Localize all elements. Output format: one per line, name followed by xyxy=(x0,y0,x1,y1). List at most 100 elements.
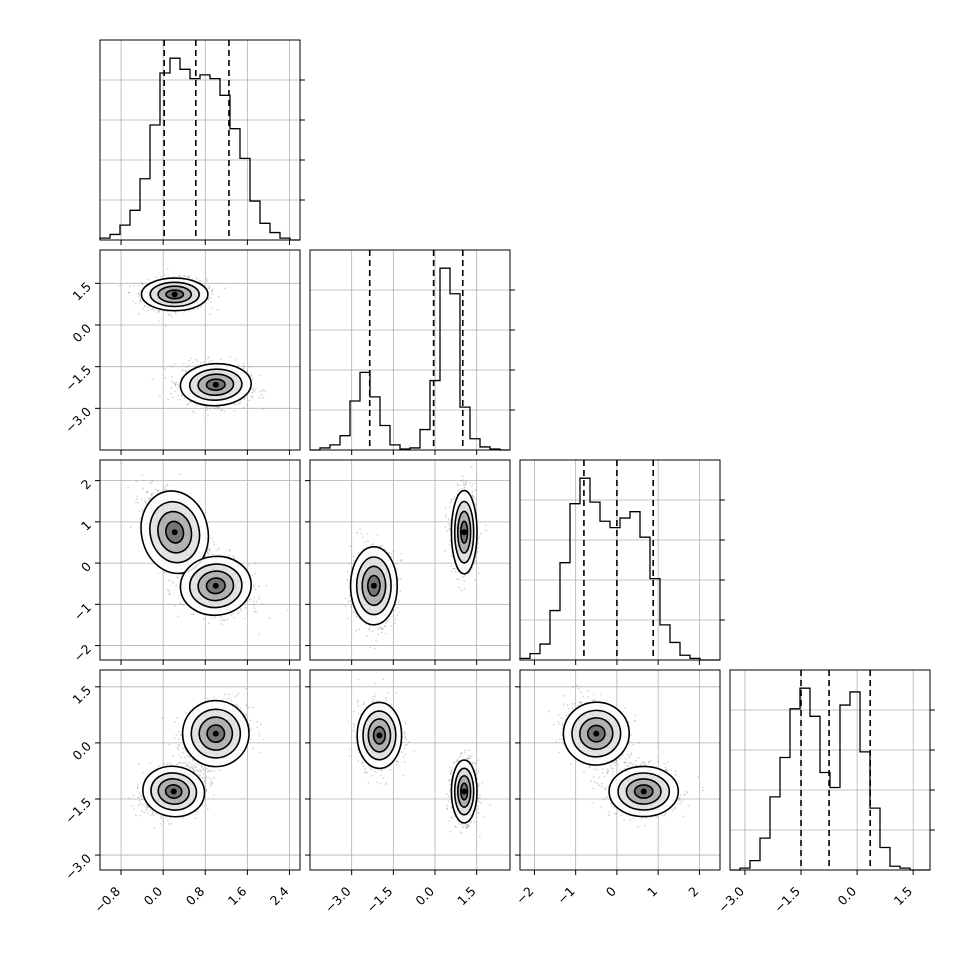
scatter-point xyxy=(396,614,399,617)
scatter-point xyxy=(191,361,194,364)
scatter-point xyxy=(229,355,232,358)
scatter-point xyxy=(399,578,402,580)
scatter-point xyxy=(203,361,205,364)
scatter-point xyxy=(390,552,393,555)
hist-panel-2 xyxy=(519,459,725,661)
scatter-point xyxy=(155,276,158,279)
scatter-point xyxy=(234,403,236,406)
scatter-point xyxy=(253,388,255,390)
scatter-point xyxy=(398,601,400,603)
scatter-point xyxy=(159,395,161,398)
scatter-point xyxy=(258,595,260,598)
scatter-point xyxy=(392,615,395,617)
scatter-point xyxy=(369,646,371,649)
scatter-point xyxy=(214,407,217,410)
scatter-point xyxy=(461,475,464,478)
scatter-point xyxy=(477,547,480,550)
scatter-point xyxy=(213,407,216,410)
scatter-point xyxy=(157,319,160,322)
scatter-point xyxy=(189,613,192,615)
scatter-point xyxy=(211,288,214,291)
scatter-point xyxy=(222,619,224,621)
scatter-point xyxy=(393,609,396,612)
scatter-point xyxy=(207,551,209,554)
scatter-point xyxy=(450,498,452,501)
scatter-point xyxy=(228,554,230,557)
joint-panel-2-1 xyxy=(309,459,511,661)
density-peak-0 xyxy=(171,291,178,298)
scatter-point xyxy=(344,605,347,607)
scatter-point xyxy=(259,374,261,377)
scatter-point xyxy=(135,480,138,483)
scatter-point xyxy=(398,611,401,613)
scatter-point xyxy=(183,397,186,400)
scatter-point xyxy=(193,411,196,414)
scatter-point xyxy=(208,407,211,410)
scatter-point xyxy=(251,388,253,390)
scatter-point xyxy=(156,490,159,493)
scatter-point xyxy=(152,307,154,310)
scatter-point xyxy=(208,549,211,552)
scatter-point xyxy=(262,396,264,399)
scatter-point xyxy=(158,310,161,312)
scatter-point xyxy=(217,407,219,409)
scatter-point xyxy=(138,292,141,295)
scatter-point xyxy=(144,499,146,502)
scatter-point xyxy=(178,275,181,278)
scatter-point xyxy=(255,601,258,603)
scatter-point xyxy=(191,410,194,413)
scatter-point xyxy=(175,584,178,587)
scatter-point xyxy=(206,280,208,282)
scatter-point xyxy=(244,606,247,608)
scatter-point xyxy=(209,313,212,316)
scatter-point xyxy=(219,619,222,622)
scatter-point xyxy=(166,484,169,487)
scatter-point xyxy=(171,396,174,399)
scatter-point xyxy=(168,589,171,592)
scatter-point xyxy=(447,518,450,521)
scatter-point xyxy=(383,625,386,628)
scatter-point xyxy=(246,403,249,406)
scatter-point xyxy=(138,295,141,297)
scatter-point xyxy=(287,609,289,612)
scatter-point xyxy=(356,615,358,618)
scatter-point xyxy=(254,588,257,591)
scatter-point xyxy=(216,309,219,311)
scatter-point xyxy=(166,310,169,313)
scatter-point xyxy=(146,490,149,493)
scatter-point xyxy=(221,408,224,411)
scatter-point xyxy=(264,390,267,393)
scatter-point xyxy=(163,274,166,276)
scatter-point xyxy=(485,524,487,527)
scatter-point xyxy=(127,486,130,489)
scatter-point xyxy=(366,635,368,638)
scatter-point xyxy=(186,403,189,406)
scatter-point xyxy=(128,291,130,294)
scatter-point xyxy=(445,516,447,518)
scatter-point xyxy=(157,489,160,492)
scatter-point xyxy=(349,605,352,608)
scatter-point xyxy=(164,571,167,574)
scatter-point xyxy=(370,543,373,546)
scatter-point xyxy=(188,364,190,367)
scatter-point xyxy=(164,486,167,488)
scatter-point xyxy=(399,590,402,592)
scatter-point xyxy=(157,572,160,575)
scatter-point xyxy=(384,548,387,551)
scatter-point xyxy=(263,389,265,392)
joint-frame-1-0 xyxy=(99,249,301,451)
scatter-point xyxy=(208,356,210,359)
scatter-point xyxy=(251,396,253,399)
scatter-point xyxy=(238,402,241,405)
scatter-point xyxy=(207,622,210,624)
scatter-point xyxy=(216,406,218,408)
scatter-point xyxy=(170,315,173,318)
scatter-point xyxy=(218,406,221,408)
scatter-point xyxy=(179,602,182,605)
scatter-point xyxy=(217,295,220,298)
scatter-point xyxy=(150,480,153,483)
scatter-point xyxy=(171,380,174,383)
scatter-point xyxy=(143,305,146,307)
scatter-point xyxy=(143,451,145,453)
scatter-point xyxy=(260,393,263,396)
